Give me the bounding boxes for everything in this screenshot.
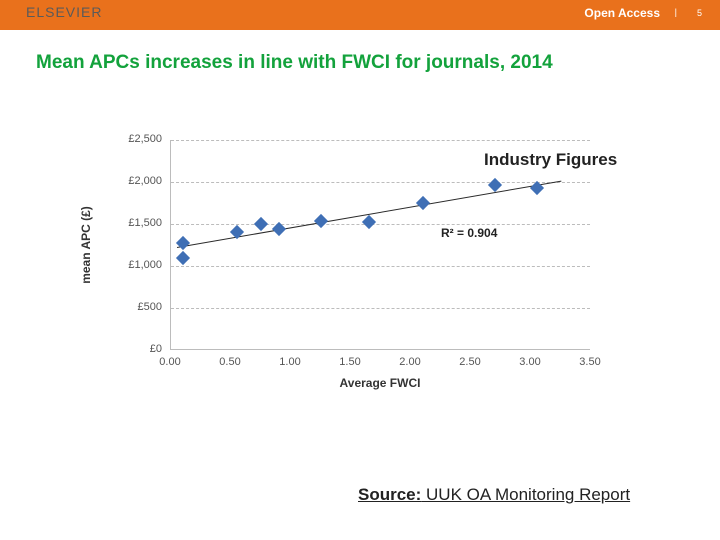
slide: ELSEVIER Open Access | 5 Mean APCs incre… <box>0 0 720 540</box>
data-point <box>254 217 268 231</box>
slide-title: Mean APCs increases in line with FWCI fo… <box>36 52 553 74</box>
x-tick-label: 0.00 <box>150 356 190 368</box>
header-label: Open Access <box>584 6 660 20</box>
plot-area: R² = 0.904 <box>170 140 590 350</box>
source-line: Source: UUK OA Monitoring Report <box>358 485 630 505</box>
gridline <box>171 182 590 183</box>
gridline <box>171 308 590 309</box>
source-label: Source: <box>358 485 421 504</box>
gridline <box>171 140 590 141</box>
x-tick-label: 0.50 <box>210 356 250 368</box>
data-point <box>176 251 190 265</box>
data-point <box>314 214 328 228</box>
data-point <box>362 215 376 229</box>
x-tick-label: 2.50 <box>450 356 490 368</box>
chart-annotation: Industry Figures <box>484 150 617 170</box>
y-tick-label: £1,500 <box>102 217 162 229</box>
data-point <box>416 196 430 210</box>
y-tick-label: £2,500 <box>102 133 162 145</box>
x-tick-label: 1.00 <box>270 356 310 368</box>
publisher-logo: ELSEVIER <box>26 4 102 20</box>
x-axis-title: Average FWCI <box>170 376 590 390</box>
y-tick-label: £1,000 <box>102 259 162 271</box>
r-squared-label: R² = 0.904 <box>441 226 497 240</box>
data-point <box>176 236 190 250</box>
x-tick-label: 2.00 <box>390 356 430 368</box>
y-tick-label: £0 <box>102 343 162 355</box>
scatter-chart: mean APC (£) R² = 0.904 Average FWCI £0£… <box>92 140 612 400</box>
x-tick-label: 1.50 <box>330 356 370 368</box>
x-tick-label: 3.00 <box>510 356 550 368</box>
source-text: UUK OA Monitoring Report <box>421 485 630 504</box>
page-separator: | <box>675 7 677 17</box>
page-number: 5 <box>697 8 702 18</box>
x-tick-label: 3.50 <box>570 356 610 368</box>
y-tick-label: £500 <box>102 301 162 313</box>
y-tick-label: £2,000 <box>102 175 162 187</box>
data-point <box>488 177 502 191</box>
y-axis-title: mean APC (£) <box>79 206 93 284</box>
gridline <box>171 266 590 267</box>
gridline <box>171 224 590 225</box>
